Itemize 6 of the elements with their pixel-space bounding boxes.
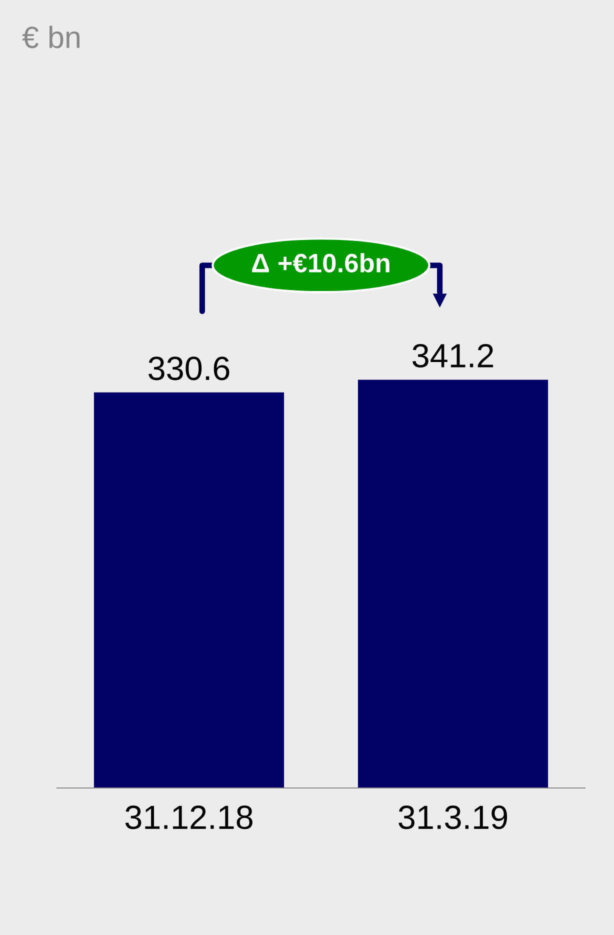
data-label: 330.6 [148,356,230,380]
data-label: 341.2 [412,344,494,368]
text: € bn [22,26,80,48]
x-tick-label: 31.12.18 [125,806,252,830]
text: Δ +€10.6bn [252,253,390,272]
x-tick-label: 31.3.19 [398,806,508,830]
